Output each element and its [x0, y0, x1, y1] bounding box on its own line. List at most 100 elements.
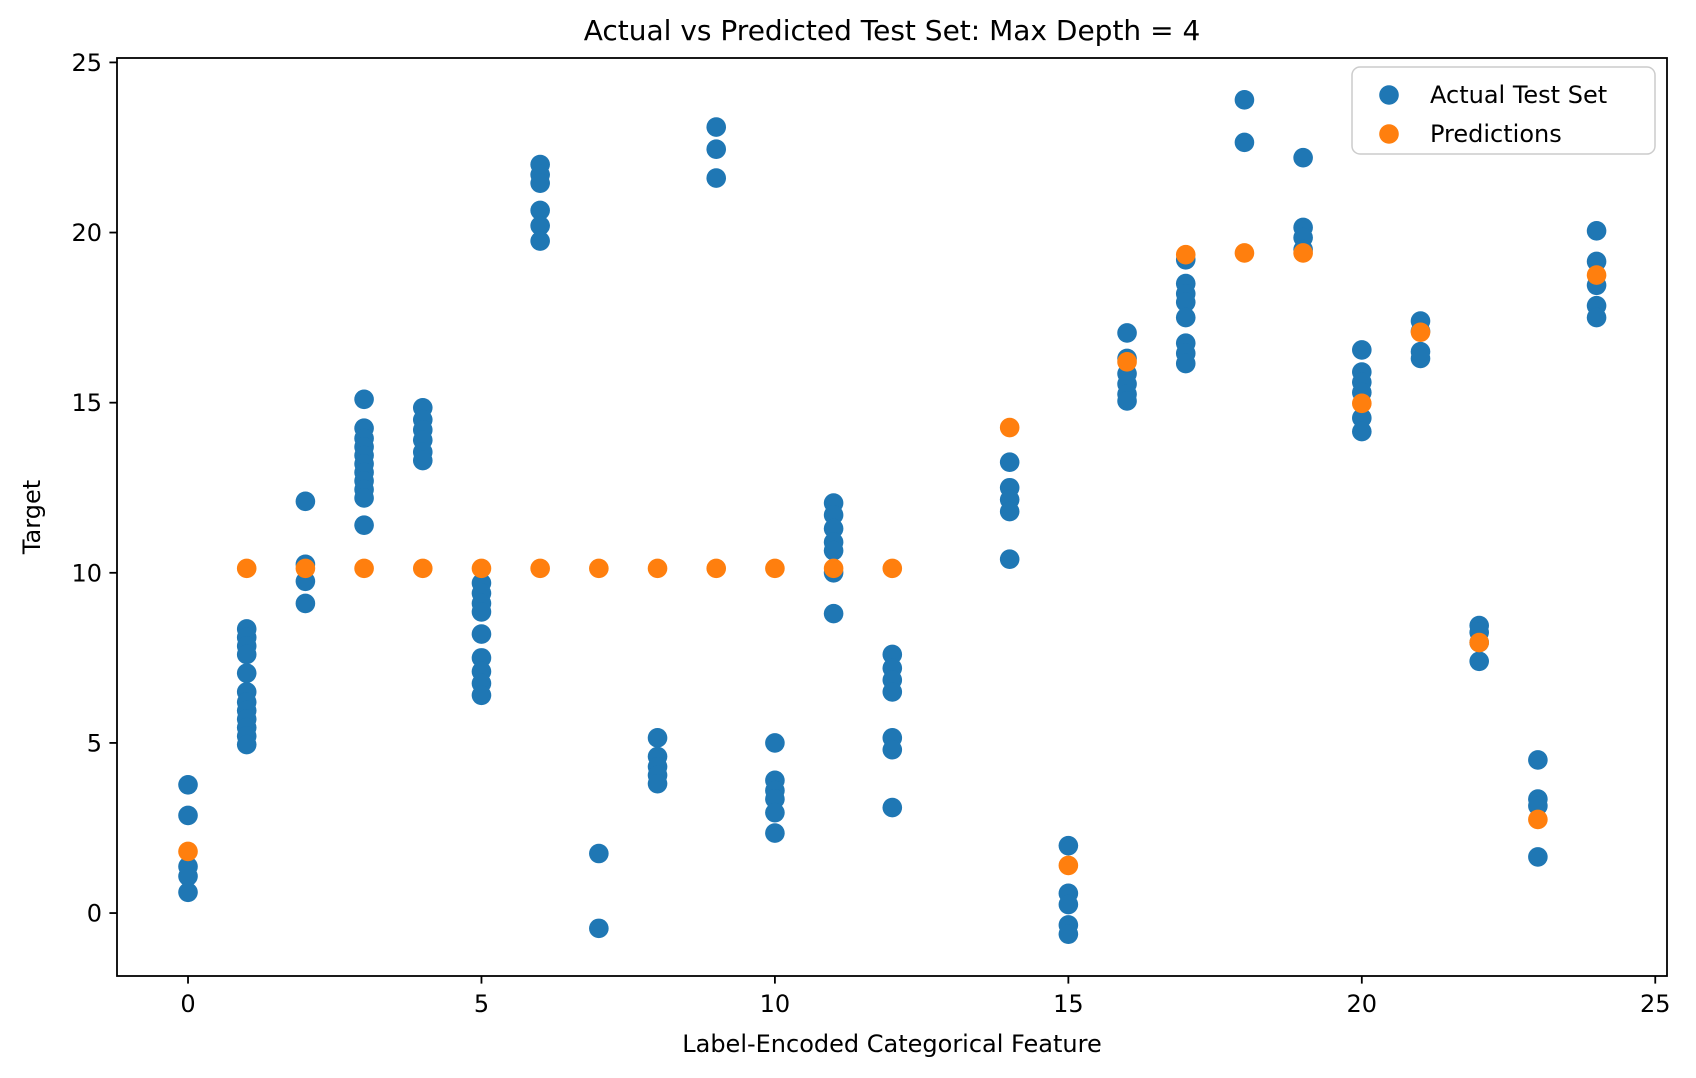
data-point	[647, 773, 668, 794]
data-point	[647, 728, 668, 748]
data-point	[1410, 322, 1431, 343]
data-point	[1528, 750, 1548, 770]
data-point	[1058, 894, 1079, 915]
x-tick-label: 5	[474, 990, 489, 1018]
data-point	[882, 797, 903, 818]
x-axis-ticks: 0 5 10 15 20 25	[180, 976, 1671, 1018]
y-tick-label: 25	[71, 49, 102, 77]
data-point	[823, 558, 844, 579]
data-point	[999, 549, 1020, 569]
y-axis-label: Target	[18, 480, 46, 555]
data-point	[706, 558, 727, 579]
legend-label-actual-test-set: Actual Test Set	[1430, 81, 1607, 109]
data-point	[1352, 408, 1372, 428]
data-point	[589, 918, 609, 939]
data-point	[178, 774, 198, 795]
data-point	[471, 648, 492, 668]
data-point	[236, 663, 257, 683]
y-tick-label: 0	[87, 900, 102, 928]
data-point	[1528, 809, 1548, 830]
data-point	[236, 644, 257, 665]
data-point	[412, 450, 433, 471]
data-point	[999, 452, 1020, 473]
data-point	[823, 518, 844, 539]
data-point	[1293, 147, 1313, 168]
data-point	[354, 488, 374, 508]
x-axis-label: Label-Encoded Categorical Feature	[682, 1030, 1102, 1058]
data-point	[1410, 348, 1431, 369]
data-point	[1234, 132, 1255, 153]
data-point	[706, 139, 727, 159]
data-point	[1058, 924, 1079, 944]
data-point	[1586, 221, 1607, 241]
data-point	[882, 558, 903, 579]
data-point	[178, 866, 198, 887]
legend-marker-predictions	[1379, 124, 1399, 144]
x-tick-label: 25	[1640, 990, 1671, 1018]
data-point	[178, 882, 198, 903]
legend: Actual Test Set Predictions	[1351, 66, 1656, 155]
x-tick-label: 20	[1347, 990, 1378, 1018]
data-point	[882, 739, 903, 760]
data-point	[1175, 292, 1196, 313]
data-point	[1586, 251, 1607, 272]
data-point	[1352, 393, 1372, 414]
series-actual-test-set	[178, 90, 1607, 944]
data-point	[765, 802, 785, 823]
data-point	[1528, 847, 1548, 867]
data-point	[1117, 323, 1137, 343]
data-point	[765, 823, 785, 843]
data-point	[823, 505, 844, 525]
chart-title: Actual vs Predicted Test Set: Max Depth …	[584, 14, 1201, 47]
x-tick-label: 0	[180, 990, 195, 1018]
data-point	[471, 558, 492, 579]
data-point	[1352, 340, 1372, 360]
data-point	[530, 231, 550, 251]
data-point	[354, 558, 374, 579]
data-point	[706, 117, 727, 137]
data-point	[471, 624, 492, 644]
data-point	[1469, 651, 1489, 672]
data-point	[1058, 835, 1079, 856]
data-point	[647, 558, 668, 579]
y-tick-label: 15	[71, 389, 102, 417]
legend-box	[1351, 66, 1656, 155]
data-point	[1293, 243, 1313, 263]
data-point	[471, 685, 492, 706]
data-point	[589, 843, 609, 864]
data-point	[882, 644, 903, 665]
data-point	[589, 558, 609, 579]
data-point	[295, 593, 316, 614]
data-point	[1586, 265, 1607, 285]
data-point	[295, 558, 316, 579]
data-point	[354, 515, 374, 535]
data-point	[999, 417, 1020, 438]
data-point	[999, 501, 1020, 522]
data-point	[236, 558, 257, 579]
data-point	[354, 389, 374, 410]
data-point	[823, 603, 844, 624]
data-point	[1117, 391, 1137, 411]
data-point	[471, 602, 492, 622]
x-tick-label: 15	[1053, 990, 1084, 1018]
data-point	[1528, 796, 1548, 816]
y-tick-label: 5	[87, 729, 102, 757]
y-axis-ticks: 0 5 10 15 20 25	[71, 49, 117, 928]
data-point	[1058, 855, 1079, 876]
data-point	[178, 805, 198, 826]
data-point	[1175, 307, 1196, 328]
data-point	[765, 558, 785, 579]
axes-frame	[116, 57, 1668, 977]
data-point	[412, 558, 433, 579]
series-predictions	[178, 243, 1607, 876]
data-point	[823, 540, 844, 561]
data-point	[1234, 90, 1255, 110]
data-point	[530, 558, 550, 579]
data-point	[765, 789, 785, 809]
data-point	[882, 682, 903, 702]
data-point	[295, 491, 316, 512]
data-point	[530, 200, 550, 221]
data-point	[530, 173, 550, 194]
data-point	[1175, 353, 1196, 374]
